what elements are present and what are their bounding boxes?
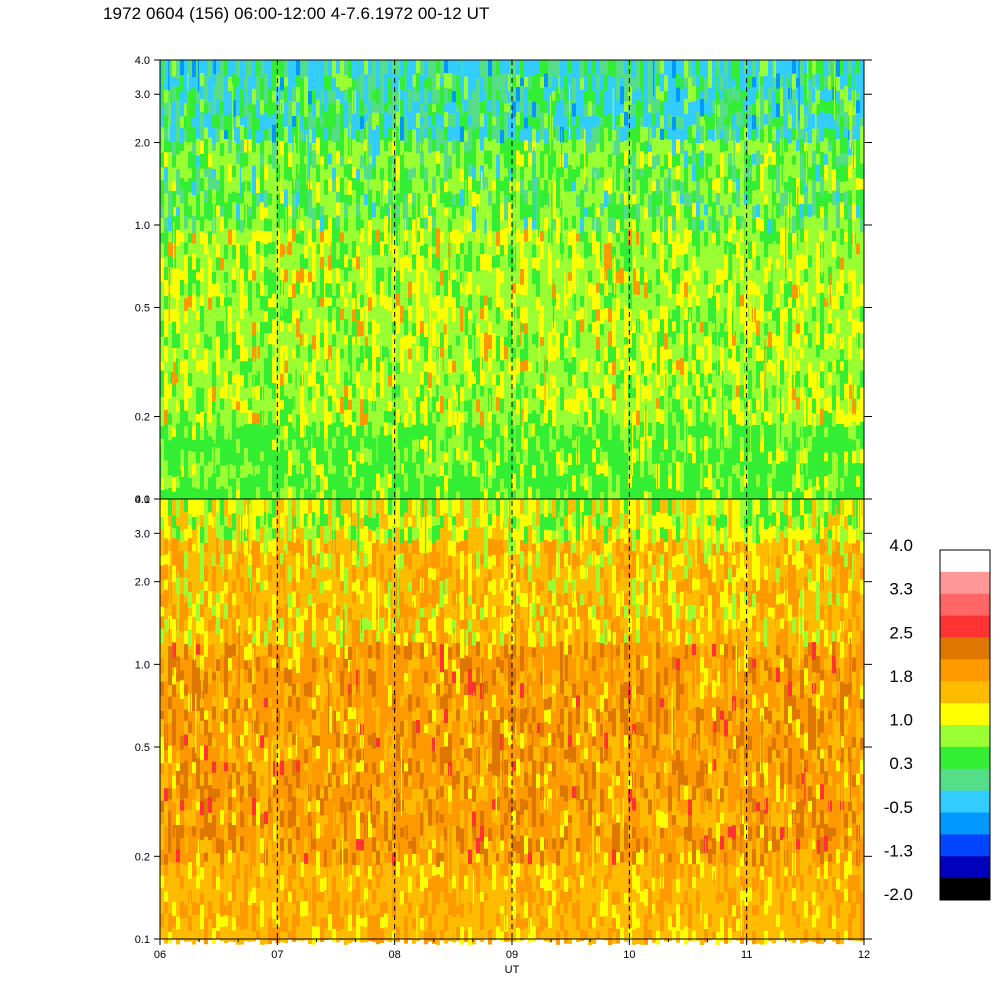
colorbar-swatch (940, 725, 990, 748)
colorbar-swatch (940, 768, 990, 792)
y-tick-label-upper: 0.2 (135, 412, 150, 424)
y-tick-label-lower: 0.1 (135, 934, 150, 946)
colorbar-tick-label: 0.3 (889, 754, 913, 773)
x-tick-label: 07 (271, 949, 283, 961)
y-tick-label-lower: 3.0 (135, 528, 150, 540)
colorbar-swatch (940, 571, 990, 595)
x-tick-label: 09 (506, 949, 518, 961)
chart-title: 1972 0604 (156) 06:00-12:00 4-7.6.1972 0… (103, 4, 490, 23)
colorbar-tick-label: 1.0 (889, 711, 913, 730)
x-tick-label: 11 (741, 949, 752, 961)
x-tick-label: 12 (858, 949, 870, 961)
colorbar-swatch (940, 790, 990, 813)
y-tick-label-lower: 0.5 (135, 742, 150, 754)
colorbar-swatch (940, 856, 990, 879)
colorbar-tick-label: 4.0 (889, 536, 913, 555)
colorbar-swatch (940, 703, 990, 726)
y-tick-label-upper: 1.0 (135, 220, 150, 232)
colorbar-tick-label: -0.5 (884, 798, 913, 817)
dashed-hour-lines (276, 60, 748, 939)
y-tick-label-lower: 4.0 (135, 494, 150, 506)
colorbar-swatch (940, 637, 990, 660)
y-tick-label-upper: 2.0 (135, 137, 150, 149)
y-tick-label-lower: 2.0 (135, 577, 150, 589)
x-tick-label: 08 (389, 949, 401, 961)
colorbar-swatch (940, 812, 990, 835)
y-tick-label-upper: 4.0 (135, 55, 150, 67)
colorbar-swatch (940, 878, 990, 901)
colorbar-swatch (940, 659, 990, 682)
colorbar-swatch (940, 550, 990, 573)
colorbar-swatch (940, 834, 990, 857)
colorbar-tick-label: 3.3 (889, 580, 913, 599)
colorbar-swatch (940, 593, 990, 617)
y-tick-label-lower: 1.0 (135, 659, 150, 671)
y-tick-label-lower: 0.2 (135, 851, 150, 863)
colorbar: 4.0 3.3 2.5 1.8 1.0 0.3 -0.5 -1.3 -2.0 (884, 536, 991, 904)
y-tick-label-upper: 0.1 (135, 494, 150, 506)
colorbar-tick-label: 2.5 (889, 623, 913, 642)
colorbar-tick-label: -1.3 (884, 841, 913, 860)
colorbar-tick-label: 1.8 (889, 667, 913, 686)
colorbar-swatch (940, 681, 990, 704)
y-tick-label-upper: 0.5 (135, 302, 150, 314)
x-axis-label: UT (505, 964, 520, 976)
x-tick-label: 06 (154, 949, 166, 961)
x-tick-label: 10 (623, 949, 635, 961)
colorbar-swatch (940, 746, 990, 770)
colorbar-tick-label: -2.0 (884, 885, 913, 904)
y-tick-label-upper: 3.0 (135, 89, 150, 101)
x-axis-ticks: 06 07 08 09 10 11 12 (154, 939, 870, 961)
y-axis-ticks: 0.10.20.51.02.03.04.00.10.20.51.02.03.04… (135, 55, 872, 946)
colorbar-swatch (940, 615, 990, 638)
